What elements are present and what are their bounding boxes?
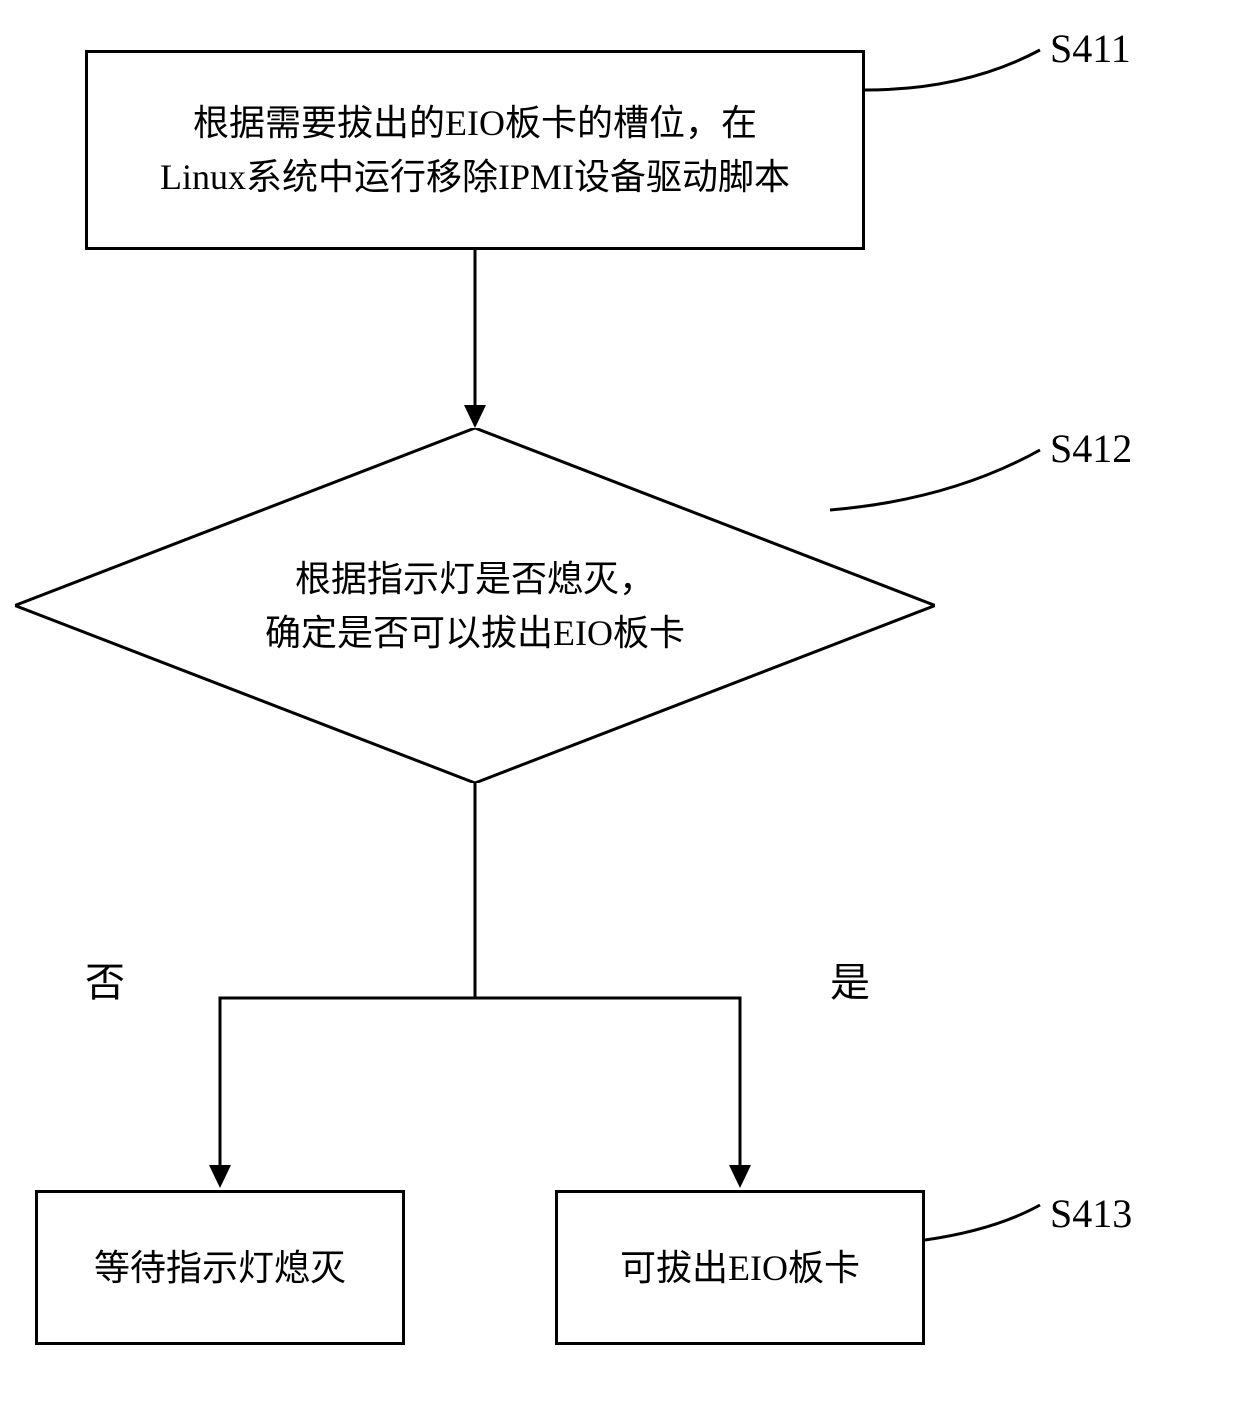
yes-branch-box: 可拔出EIO板卡 [555, 1190, 925, 1345]
step1-line2: Linux系统中运行移除IPMI设备驱动脚本 [160, 150, 790, 204]
decision-box: 根据指示灯是否熄灭， 确定是否可以拔出EIO板卡 [15, 428, 935, 783]
leader-s413 [925, 1200, 1050, 1250]
yes-branch-text: 可拔出EIO板卡 [620, 1241, 860, 1295]
arrow-step1-decision [460, 250, 490, 430]
arrow-decision-no [200, 783, 480, 1193]
arrow-decision-yes [460, 783, 760, 1193]
leader-s411 [865, 40, 1050, 95]
step1-line1: 根据需要拔出的EIO板卡的槽位，在 [160, 96, 790, 150]
decision-line1: 根据指示灯是否熄灭， [265, 552, 685, 606]
no-branch-text: 等待指示灯熄灭 [94, 1241, 346, 1295]
step1-box: 根据需要拔出的EIO板卡的槽位，在 Linux系统中运行移除IPMI设备驱动脚本 [85, 50, 865, 250]
label-s411: S411 [1050, 25, 1131, 72]
no-branch-box: 等待指示灯熄灭 [35, 1190, 405, 1345]
label-s413: S413 [1050, 1190, 1132, 1237]
branch-no-label: 否 [85, 950, 125, 1008]
branch-yes-label: 是 [830, 950, 870, 1008]
decision-text: 根据指示灯是否熄灭， 确定是否可以拔出EIO板卡 [265, 552, 685, 660]
label-s412: S412 [1050, 425, 1132, 472]
decision-line2: 确定是否可以拔出EIO板卡 [265, 606, 685, 660]
leader-s412 [830, 440, 1050, 520]
step1-text: 根据需要拔出的EIO板卡的槽位，在 Linux系统中运行移除IPMI设备驱动脚本 [160, 96, 790, 204]
